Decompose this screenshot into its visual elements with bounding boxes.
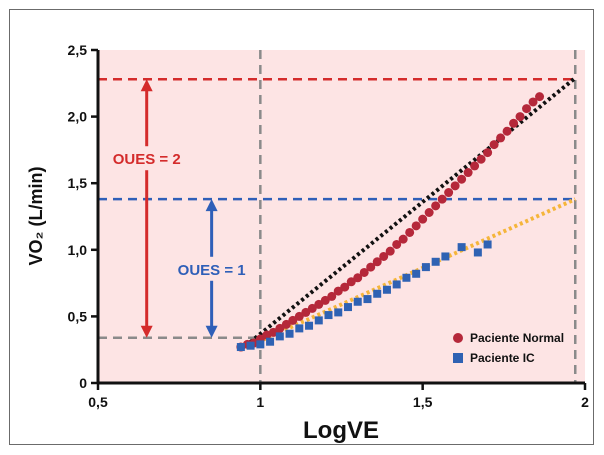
ic-data-point [402, 273, 411, 282]
normal-data-point [327, 291, 337, 301]
oues-1-arrow-head-bottom [205, 325, 218, 338]
normal-data-point [483, 148, 493, 158]
normal-data-point [418, 214, 428, 224]
ic-data-point [266, 337, 275, 346]
oues-1-arrow-head-top [205, 199, 218, 212]
normal-data-point [288, 315, 298, 325]
legend-ic-label: Paciente IC [470, 351, 535, 365]
y-tick-label: 2,0 [68, 109, 88, 125]
ic-data-point [256, 340, 265, 349]
ic-data-point [334, 308, 343, 317]
ic-data-point [392, 280, 401, 289]
y-tick-label: 0 [79, 375, 87, 391]
ticks: 0,5 1 1,5 200,51,01,52,02,5 [68, 42, 590, 410]
y-tick-label: 2,5 [68, 42, 88, 58]
oues-2-label: OUES = 2 [113, 151, 181, 168]
ic-data-point [457, 243, 466, 252]
ic-data-point [353, 297, 362, 306]
oues-2-label-background [104, 146, 189, 171]
y-tick-label: 1,5 [68, 175, 88, 191]
normal-data-point [333, 286, 343, 296]
ic-data-point [412, 269, 421, 278]
ic-data-point [305, 321, 314, 330]
normal-data-point [528, 97, 538, 107]
x-tick-label: 2 [581, 394, 589, 410]
normal-data-point [372, 257, 382, 267]
ic-data-point [363, 295, 372, 304]
legend-ic-marker [453, 353, 463, 363]
legend: Paciente Normal Paciente IC [453, 331, 564, 365]
normal-data-point [405, 227, 415, 237]
y-axis-title: VO₂ (L/min) [26, 167, 46, 266]
normal-data-point [314, 299, 324, 309]
annotations: OUES = 2 OUES = 1 [104, 79, 254, 338]
normal-data-point [476, 154, 486, 164]
y-tick-label: 1,0 [68, 242, 88, 258]
normal-data-point [353, 273, 363, 283]
ic-data-point [431, 257, 440, 266]
normal-data-point [301, 307, 311, 317]
ic-data-point [314, 316, 323, 325]
oues-1-label-background [169, 256, 254, 281]
oues-2-arrow-head-bottom [140, 325, 153, 338]
ic-data-point [373, 289, 382, 298]
x-axis-title: LogVE [303, 417, 379, 444]
normal-data-point [346, 277, 356, 287]
normal-data-point [470, 161, 480, 171]
x-tick-label: 1 [256, 394, 264, 410]
normal-data-point [424, 208, 434, 218]
normal-data-point [359, 267, 369, 277]
normal-data-point [463, 168, 473, 178]
x-tick-label: 1,5 [413, 394, 433, 410]
normal-data-point [379, 251, 389, 261]
normal-data-point [340, 282, 350, 292]
normal-data-point [496, 133, 506, 143]
normal-data-point [411, 221, 421, 231]
ic-data-point [285, 329, 294, 338]
normal-data-point [307, 303, 317, 313]
normal-data-point [437, 194, 447, 204]
ic-data-point [295, 324, 304, 333]
normal-data-point [431, 201, 441, 211]
normal-data-point [320, 295, 330, 305]
normal-data-point [457, 174, 467, 184]
ic-data-point [246, 341, 255, 350]
data-points [236, 92, 545, 352]
oues-2-arrow-head-top [140, 79, 153, 92]
y-tick-label: 0,5 [68, 308, 88, 324]
axes [96, 50, 585, 385]
oues-1-label: OUES = 1 [178, 262, 246, 279]
ic-data-point [483, 240, 492, 249]
normal-data-point [502, 126, 512, 136]
normal-data-point [275, 323, 285, 333]
normal-data-point [281, 319, 291, 329]
reference-lines [98, 50, 577, 383]
normal-data-point [489, 140, 499, 150]
ic-data-point [421, 263, 430, 272]
normal-data-point [535, 92, 545, 102]
ic-data-point [324, 311, 333, 320]
ic-data-point [473, 248, 482, 257]
ic-data-point [382, 285, 391, 294]
normal-data-point [398, 234, 408, 244]
ic-data-point [441, 252, 450, 261]
normal-data-point [509, 118, 519, 128]
normal-data-point [366, 262, 376, 272]
normal-data-point [294, 311, 304, 321]
normal-data-point [268, 327, 278, 337]
normal-data-point [392, 239, 402, 249]
legend-normal-marker [453, 333, 463, 343]
normal-data-point [450, 181, 460, 191]
ic-data-point [343, 303, 352, 312]
ic-data-point [275, 332, 284, 341]
plot-background [98, 50, 585, 383]
x-tick-label: 0,5 [88, 394, 108, 410]
normal-data-point [522, 104, 532, 114]
normal-data-point [515, 112, 525, 122]
ic-data-point [236, 343, 245, 352]
normal-data-point [444, 188, 454, 198]
legend-normal-label: Paciente Normal [470, 331, 564, 345]
normal-data-point [385, 246, 395, 256]
